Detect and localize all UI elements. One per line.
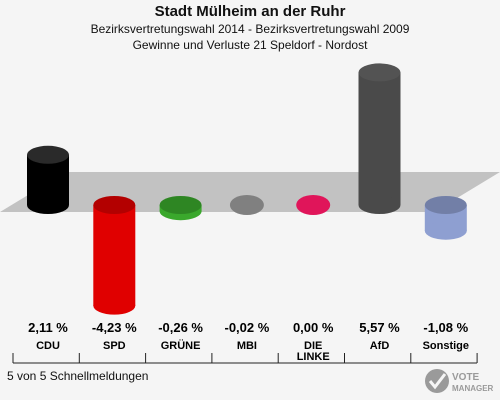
bar-afd [358, 72, 401, 206]
bar-disc-mbi [229, 195, 264, 215]
value-label-cdu: 2,11 % [28, 320, 68, 335]
value-label-gr-ne: -0,26 % [158, 320, 203, 335]
checkmark-icon [425, 369, 449, 393]
category-label-cdu: CDU [36, 340, 60, 352]
chart-title: Stadt Mülheim an der Ruhr [154, 3, 346, 20]
bar-top-cap-sonstige [424, 196, 467, 214]
value-label-mbi: -0,02 % [224, 320, 269, 335]
chart-subtitle-1: Bezirksvertretungswahl 2014 - Bezirksver… [90, 22, 410, 36]
category-label-die-linke-line-1: DIE [304, 340, 322, 352]
category-label-gr-ne: GRÜNE [161, 339, 201, 352]
value-label-spd: -4,23 % [92, 320, 137, 335]
bar-top-cap-spd [93, 196, 136, 214]
bar-top-cap-gr-ne [159, 196, 202, 214]
bar-top-cap-cdu [27, 145, 69, 164]
category-label-spd: SPD [103, 340, 126, 352]
bar-disc-die-linke [296, 195, 331, 215]
bar-bottom-cap-afd [358, 196, 401, 214]
category-label-mbi: MBI [237, 340, 257, 352]
bar-bottom-cap-cdu [27, 196, 69, 214]
logo-text-vote: VOTE [452, 372, 480, 383]
category-label-sonstige: Sonstige [423, 340, 469, 352]
value-label-die-linke: 0,00 % [293, 320, 334, 335]
chart-subtitle-2: Gewinne und Verluste 21 Speldorf - Nordo… [132, 38, 368, 52]
logo-text-manager: MANAGER [452, 384, 494, 393]
value-label-afd: 5,57 % [359, 320, 400, 335]
bar-spd [93, 205, 136, 306]
category-label-afd: AfD [370, 340, 390, 352]
votemanager-logo: VOTE MANAGER [425, 369, 494, 393]
bar-bottom-cap-spd [93, 296, 136, 315]
bar-top-cap-afd [358, 63, 401, 82]
category-label-die-linke-line-2: LINKE [297, 351, 330, 363]
value-label-sonstige: -1,08 % [423, 320, 468, 335]
status-text: 5 von 5 Schnellmeldungen [7, 369, 149, 383]
bar-bottom-cap-sonstige [424, 221, 467, 240]
